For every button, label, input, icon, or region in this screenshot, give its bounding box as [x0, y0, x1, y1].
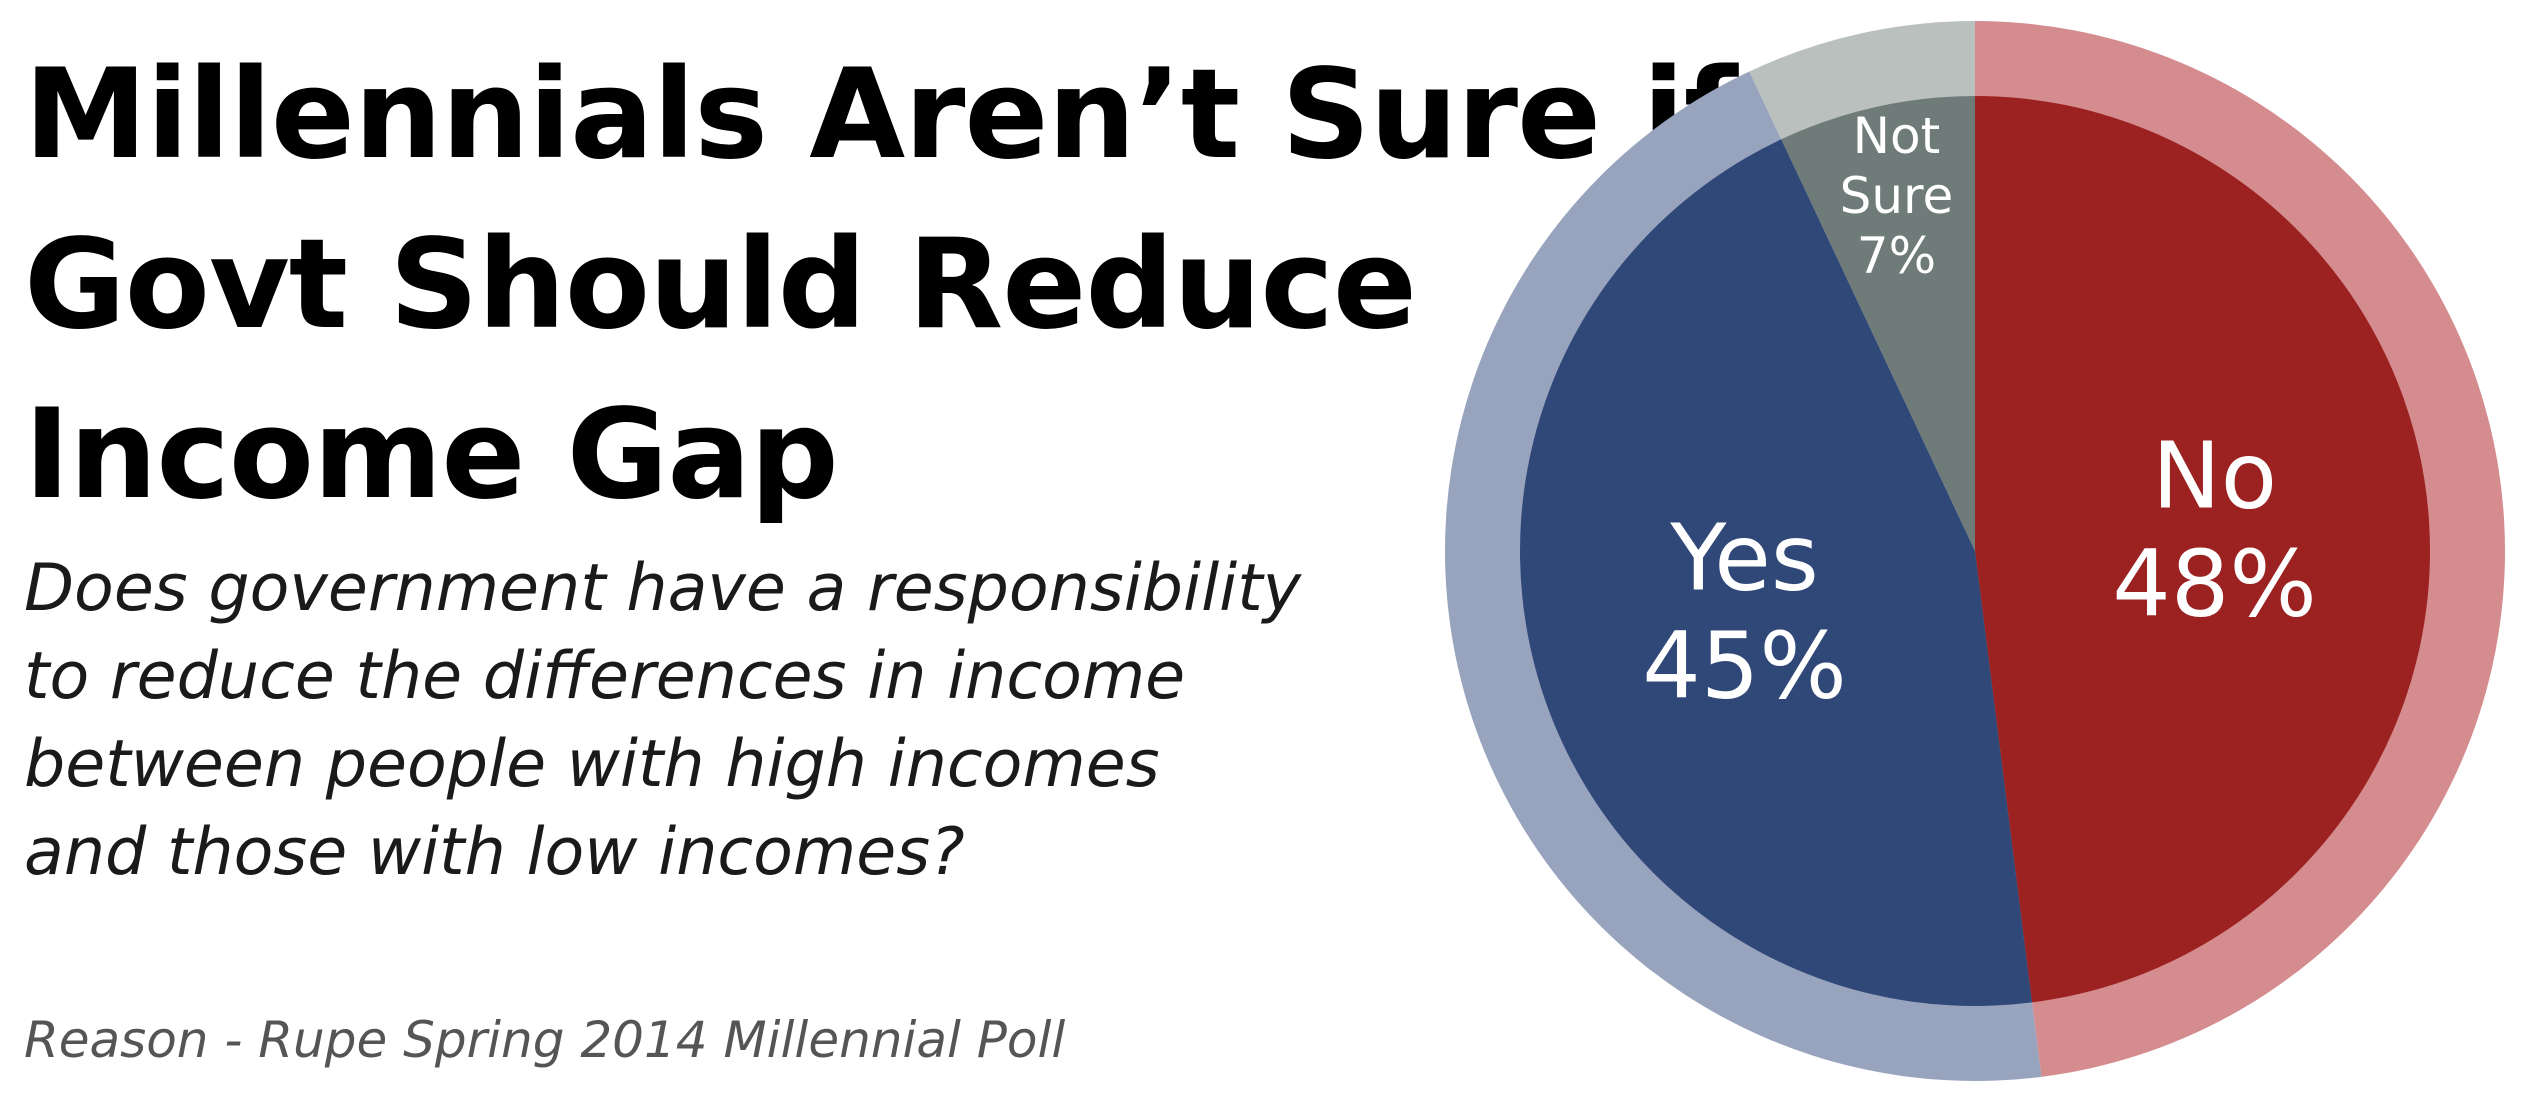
survey-question: Does government have a responsibility to…	[24, 545, 1444, 897]
chart-title: Millennials Aren’t Sure if Govt Should R…	[24, 30, 1738, 540]
slice-name: Not	[1853, 107, 1941, 165]
pie-slice-no	[1975, 96, 2431, 1003]
title-line: Millennials Aren’t Sure if	[24, 43, 1738, 187]
pie-slice-not-sure	[1781, 96, 1975, 551]
title-line: Govt Should Reduce	[24, 213, 1417, 357]
question-line: and those with low incomes?	[24, 815, 965, 890]
slice-name: Yes	[1669, 504, 1819, 611]
slice-value: 48%	[2112, 530, 2316, 637]
slice-value: 45%	[1642, 612, 1846, 719]
title-line: Income Gap	[24, 383, 839, 527]
slice-name: Sure	[1840, 167, 1954, 225]
question-line: between people with high incomes	[24, 727, 1160, 802]
source-note: Reason - Rupe Spring 2014 Millennial Pol…	[24, 1011, 1066, 1069]
slice-name: No	[2152, 422, 2277, 529]
question-line: to reduce the differences in income	[24, 639, 1186, 714]
slice-value: 7%	[1857, 227, 1936, 285]
pie-slice-yes	[1519, 139, 2033, 1006]
question-line: Does government have a responsibility	[24, 551, 1302, 626]
